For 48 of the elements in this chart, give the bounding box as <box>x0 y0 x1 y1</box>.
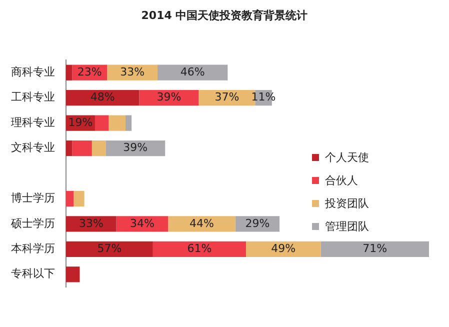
bar <box>66 90 140 106</box>
legend-label: 合伙人 <box>323 173 360 188</box>
bar <box>152 241 246 257</box>
data-label: 33% <box>78 216 104 230</box>
bar <box>66 241 153 257</box>
y-tick-label: 文科专业 <box>11 141 55 154</box>
data-label: 44% <box>190 216 214 230</box>
bar <box>92 140 106 156</box>
y-tick-label: 商科专业 <box>11 65 55 78</box>
bar <box>66 266 80 282</box>
y-tick-label: 博士学历 <box>11 192 55 205</box>
data-label: 57% <box>97 242 122 256</box>
legend-label: 投资团队 <box>323 196 371 211</box>
y-tick-label: 理科专业 <box>11 116 55 129</box>
data-label: 37% <box>214 90 240 104</box>
data-label: 39% <box>123 141 148 154</box>
chart-title: 2014 中国天使投资教育背景统计 <box>140 8 309 23</box>
legend-label: 个人天使 <box>323 150 371 165</box>
y-tick-label: 工科专业 <box>11 90 55 104</box>
y-tick-label: 硕士学历 <box>10 216 55 230</box>
bar <box>94 115 109 131</box>
data-label: 29% <box>245 216 270 230</box>
bar <box>66 140 72 156</box>
legend-label: 管理团队 <box>323 219 371 234</box>
bar <box>66 216 116 232</box>
data-label: 19% <box>68 116 93 129</box>
y-tick-label: 本科学历 <box>11 242 55 256</box>
data-label: 33% <box>120 65 145 78</box>
bar <box>108 115 126 131</box>
bar <box>74 190 84 207</box>
bar <box>168 216 236 232</box>
data-label: 71% <box>362 242 388 256</box>
data-label: 46% <box>180 65 205 78</box>
data-label: 48% <box>90 90 115 104</box>
bar <box>66 64 72 80</box>
bar <box>116 216 168 232</box>
bar <box>320 241 429 257</box>
bar <box>158 64 228 80</box>
bar <box>246 241 321 257</box>
data-label: 23% <box>77 65 102 78</box>
bar <box>66 190 74 207</box>
bar <box>125 115 132 131</box>
data-label: 39% <box>156 90 182 104</box>
data-label: 34% <box>130 216 154 230</box>
bar <box>72 140 92 156</box>
data-label: 49% <box>271 242 296 256</box>
data-label: 61% <box>187 242 212 256</box>
y-tick-label: 专科以下 <box>11 267 55 280</box>
